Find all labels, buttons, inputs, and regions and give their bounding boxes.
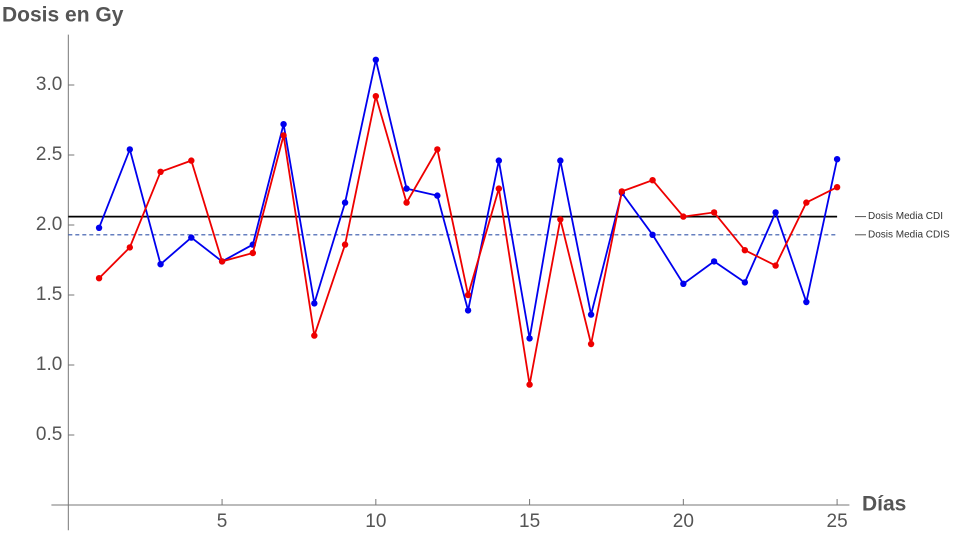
point [311,332,318,339]
point [372,93,380,100]
point [680,213,687,220]
point [95,224,103,231]
point [434,192,441,199]
point [126,146,134,153]
point [618,188,626,195]
point [587,340,595,348]
x-tick-label: 15 [519,511,540,532]
point [772,262,779,269]
point [833,184,841,191]
point [772,209,779,216]
point [372,56,380,63]
point [803,199,810,206]
point [280,132,287,139]
legend-label: Dosis Media CDI [868,211,943,222]
point [311,300,318,307]
legend-label: Dosis Media CDIS [868,229,950,240]
point [649,177,656,184]
point [557,157,564,164]
x-tick-label: 5 [217,511,228,532]
point [280,121,287,128]
point [526,335,533,342]
point [341,241,349,248]
y-tick-label: 3.0 [36,74,62,95]
point [157,261,164,268]
x-tick-label: 25 [827,511,848,532]
point [403,185,410,192]
point [218,258,226,265]
point [526,381,533,388]
point [157,168,164,175]
y-tick-label: 0.5 [36,424,62,445]
point [833,156,841,163]
point [710,258,718,265]
x-axis-label: Días [862,493,906,516]
point [495,157,503,164]
x-tick-label: 20 [673,511,694,532]
point [249,249,257,257]
point [95,275,103,282]
point [188,234,195,241]
point [126,244,134,251]
point [649,231,656,238]
point [188,157,195,164]
point [741,279,749,286]
point [434,146,441,153]
point [464,291,472,299]
point [803,298,810,306]
point [464,307,472,314]
series-line [98,95,838,385]
y-tick-label: 1.0 [36,354,62,375]
point [495,185,503,192]
y-axis-label: Dosis en Gy [2,4,124,27]
point [403,199,410,206]
y-tick-label: 2.5 [36,144,62,165]
point [587,311,595,318]
x-tick-label: 10 [365,511,386,532]
point [741,247,749,254]
point [710,209,718,216]
point [680,280,687,287]
y-tick-label: 2.0 [36,214,62,235]
point [341,199,349,206]
point [557,216,564,223]
y-tick-label: 1.5 [36,284,62,305]
